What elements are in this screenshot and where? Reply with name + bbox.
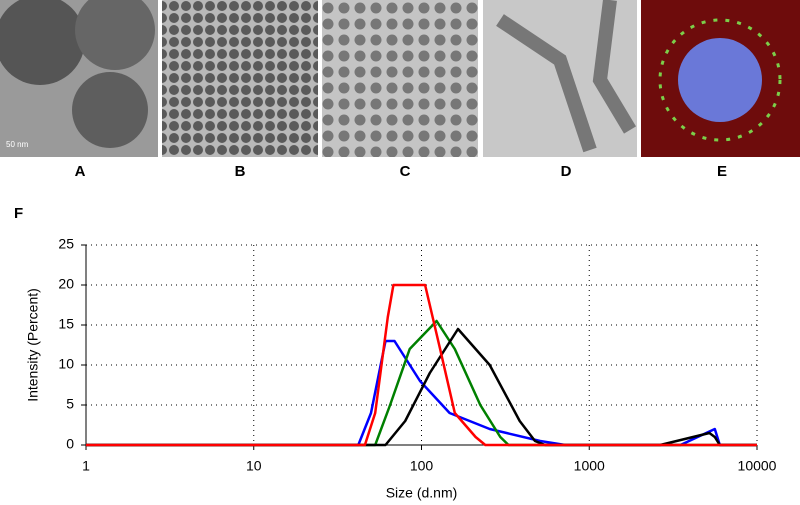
y-tick-label: 20 [58, 276, 74, 292]
panel-label: E [717, 163, 727, 180]
panel-label: A [75, 163, 86, 180]
y-tick-label: 0 [66, 436, 74, 452]
x-axis-label: Size (d.nm) [386, 485, 458, 501]
y-axis-label: Intensity (Percent) [25, 288, 41, 402]
y-tick-label: 10 [58, 356, 74, 372]
particle-chain [496, 0, 637, 153]
y-tick-label: 25 [58, 236, 74, 252]
series-line [86, 319, 757, 447]
series-line [86, 339, 757, 447]
nanoparticle-model [678, 38, 762, 122]
x-tick-label: 10 [246, 458, 262, 474]
series-line [86, 327, 757, 447]
panel-label: C [400, 163, 411, 180]
y-tick-label: 15 [58, 316, 74, 332]
particle [75, 0, 155, 70]
panel-label: B [235, 163, 246, 180]
x-tick-label: 100 [410, 458, 434, 474]
micrograph [322, 0, 478, 157]
micrograph [162, 0, 318, 157]
x-tick-label: 1000 [574, 458, 605, 474]
x-tick-label: 10000 [738, 458, 777, 474]
panel-label: D [561, 163, 572, 180]
particle [72, 72, 148, 148]
ligand-shell [658, 18, 782, 142]
chart-label: F [14, 205, 23, 222]
series-line [86, 283, 757, 447]
y-tick-label: 5 [66, 396, 74, 412]
scale-bar-label: 50 nm [6, 140, 29, 149]
particle [0, 0, 85, 85]
x-tick-label: 1 [82, 458, 90, 474]
